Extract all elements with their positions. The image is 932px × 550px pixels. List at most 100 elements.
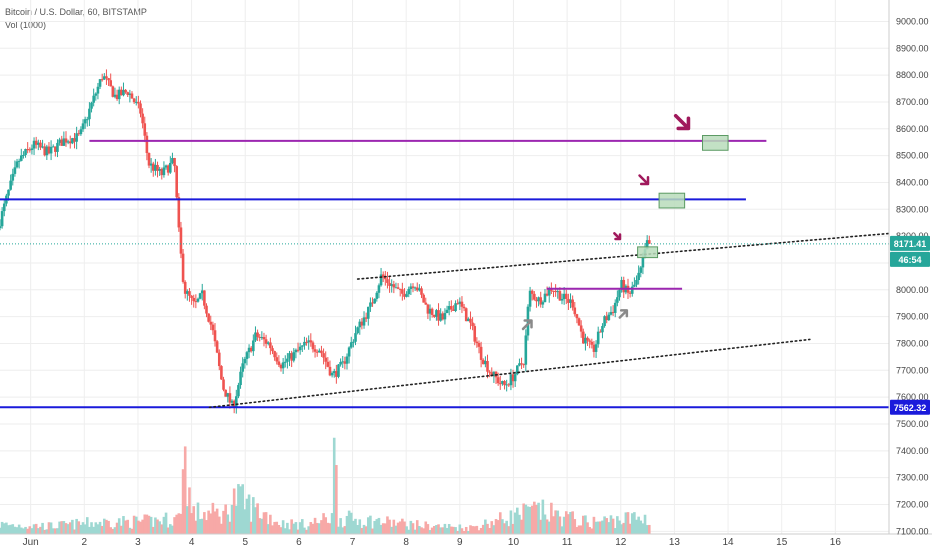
volume-bar xyxy=(599,521,602,534)
volume-bar xyxy=(92,526,95,534)
volume-bar xyxy=(275,521,279,534)
candle-body xyxy=(17,160,21,162)
volume-bar xyxy=(68,522,72,534)
candle-body xyxy=(198,293,202,299)
volume-bar xyxy=(166,527,170,534)
volume-bar xyxy=(635,519,638,534)
candle-body xyxy=(484,360,487,365)
volume-bar xyxy=(134,516,138,534)
candle-body xyxy=(458,301,462,304)
candle-body xyxy=(415,287,419,291)
candle-body xyxy=(347,347,351,357)
volume-bar xyxy=(458,524,462,534)
candle-body xyxy=(160,168,164,176)
candle-body xyxy=(0,211,4,227)
candle-body xyxy=(386,279,389,283)
volume-bar xyxy=(637,516,640,534)
target-box xyxy=(637,246,659,259)
volume-bar xyxy=(156,519,159,534)
volume-bar xyxy=(326,522,330,534)
candle-body xyxy=(620,279,623,290)
volume-bar xyxy=(305,529,308,534)
volume-bar xyxy=(390,526,394,534)
candle-body xyxy=(75,133,78,142)
chart-title: Bitcoin / U.S. Dollar, 60, BITSTAMP xyxy=(5,7,147,17)
volume-bar xyxy=(9,524,12,534)
candle-body xyxy=(79,129,83,135)
volume-bar xyxy=(394,525,398,534)
time-tick-label: 10 xyxy=(508,537,520,548)
candle-body xyxy=(230,400,234,403)
candle-body xyxy=(271,348,274,352)
price-tick-label: 8000.00 xyxy=(896,285,929,295)
volume-bar xyxy=(109,527,112,534)
volume-bar xyxy=(366,517,370,534)
candle-body xyxy=(68,141,72,144)
candle-body xyxy=(450,306,453,310)
volume-bar xyxy=(347,510,351,534)
candle-body xyxy=(7,189,10,196)
candle-body xyxy=(556,291,560,293)
volume-bar xyxy=(303,527,306,534)
volume-bar xyxy=(194,520,198,534)
volume-bar xyxy=(424,521,428,534)
volume-bar xyxy=(300,519,304,534)
volume-bar xyxy=(147,515,151,534)
candle-body xyxy=(473,326,477,342)
volume-bar xyxy=(643,514,647,534)
candle-body xyxy=(435,310,438,317)
candle-body xyxy=(269,342,272,349)
candle-body xyxy=(205,305,208,314)
volume-bar xyxy=(337,526,340,534)
volume-bar xyxy=(66,524,70,534)
volume-bar xyxy=(96,524,100,534)
candle-body xyxy=(275,357,279,362)
candle-body xyxy=(26,149,29,151)
volume-bar xyxy=(584,515,587,534)
volume-bar xyxy=(209,513,213,534)
candle-body xyxy=(166,165,170,173)
candle-body xyxy=(149,163,153,166)
target-box xyxy=(658,192,686,209)
price-tick-label: 8400.00 xyxy=(896,177,929,187)
candle-body xyxy=(115,94,119,100)
candle-body xyxy=(330,372,334,376)
volume-bar xyxy=(107,520,110,534)
volume-bar xyxy=(100,525,104,534)
time-tick-label: 12 xyxy=(615,537,627,548)
volume-bar xyxy=(454,527,457,534)
candle-body xyxy=(24,149,27,155)
volume-bar xyxy=(315,522,319,534)
candle-body xyxy=(303,341,306,346)
volume-bar xyxy=(543,514,547,534)
candle-body xyxy=(39,142,42,148)
volume-bar xyxy=(471,526,474,534)
volume-bar xyxy=(579,525,583,534)
candle-body xyxy=(183,281,187,294)
candle-body xyxy=(66,141,70,143)
volume-bar xyxy=(473,526,477,534)
volume-bar xyxy=(524,504,528,534)
candle-body xyxy=(211,324,215,331)
candle-body xyxy=(15,161,19,168)
volume-bar xyxy=(415,520,419,534)
volume-bar xyxy=(469,525,472,534)
candle-body xyxy=(524,335,528,365)
candle-body xyxy=(518,363,521,366)
candle-body xyxy=(132,98,136,103)
candle-body xyxy=(366,306,370,319)
volume-bar xyxy=(137,520,140,534)
volume-bar xyxy=(537,502,540,534)
volume-bars xyxy=(0,437,651,534)
volume-bar xyxy=(626,512,630,534)
arrow-head xyxy=(614,233,622,241)
candle-body xyxy=(220,366,223,380)
volume-bar xyxy=(19,527,23,534)
volume-bar xyxy=(252,497,255,534)
candle-body xyxy=(407,288,411,295)
volume-bar xyxy=(539,519,543,534)
candle-body xyxy=(241,363,244,372)
volume-bar xyxy=(237,484,240,534)
volume-bar xyxy=(128,527,132,534)
